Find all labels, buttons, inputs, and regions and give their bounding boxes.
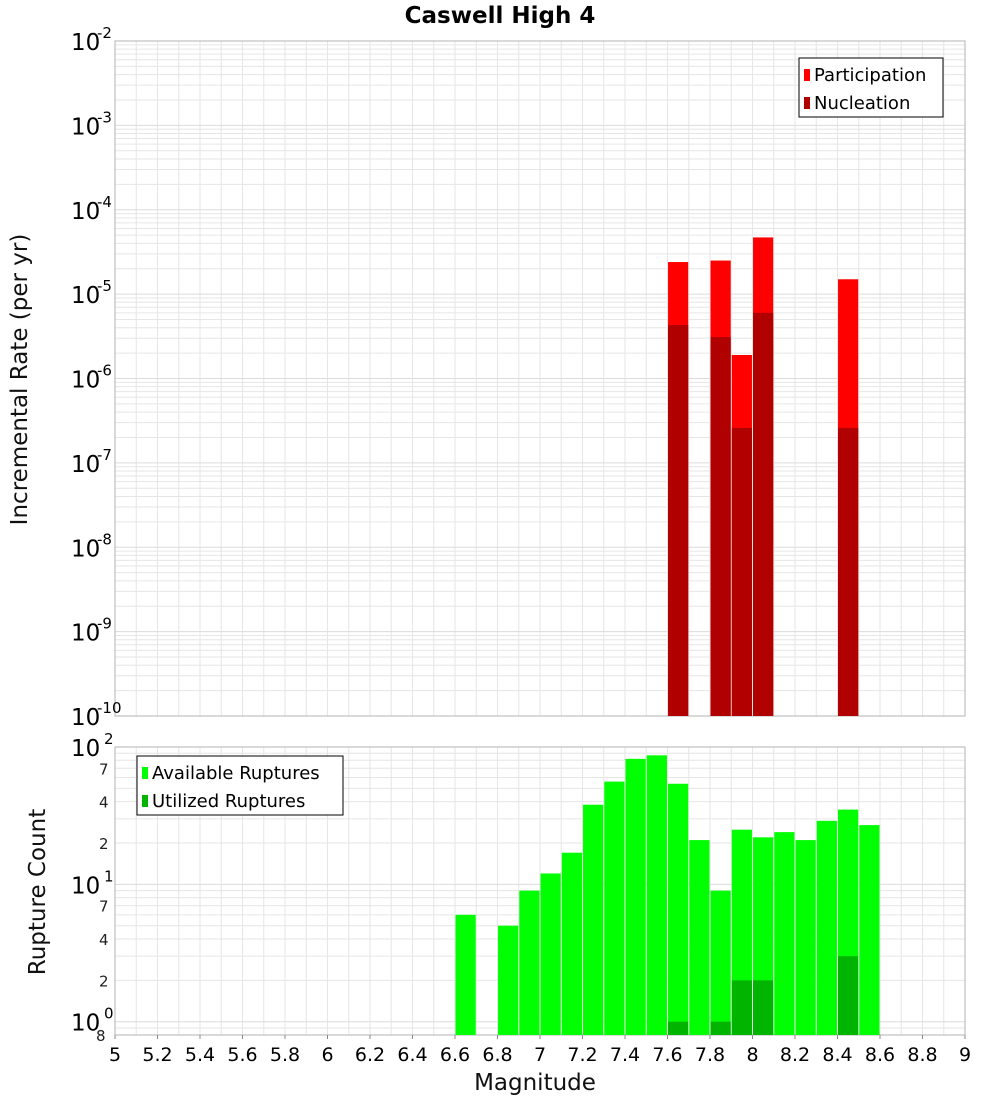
legend-bottom: Available Ruptures Utilized Ruptures: [136, 755, 344, 816]
utilized-bar: [838, 956, 859, 1035]
plot-frame: [114, 40, 966, 717]
x-axis-title: Magnitude: [474, 1070, 596, 1096]
nucleation-bar: [731, 427, 752, 716]
x-tick-label: 7.2: [567, 1044, 597, 1066]
y-tick-label: 10: [71, 368, 100, 394]
y-tick-label: 10: [71, 452, 100, 478]
available-bar: [561, 852, 582, 1035]
available-bar: [689, 840, 710, 1035]
y-tick-minor-label: 7: [99, 760, 109, 778]
x-tick-label: 6.6: [440, 1044, 470, 1066]
legend-label-utilized: Utilized Ruptures: [152, 791, 305, 812]
x-tick-label: 7.8: [695, 1044, 725, 1066]
x-tick-label: 7: [534, 1044, 546, 1066]
legend-box: [798, 57, 944, 118]
y-tick-exponent: -7: [97, 446, 112, 464]
y-tick-exponent: 2: [104, 730, 114, 748]
y-axis-title: Rupture Count: [25, 809, 51, 975]
nucleation-bar: [668, 325, 689, 716]
legend-top: Participation Nucleation: [798, 57, 944, 118]
available-bar: [816, 820, 837, 1035]
legend-swatch-available: [142, 767, 148, 779]
legend-box: [136, 755, 344, 816]
available-bar: [519, 890, 540, 1035]
y-tick-label: 10: [71, 621, 100, 647]
x-tick-label: 8: [746, 1044, 758, 1066]
y-tick-exponent: -3: [97, 108, 112, 126]
available-bar: [774, 832, 795, 1035]
y-tick-exponent: -9: [97, 615, 112, 633]
available-bar: [625, 758, 646, 1035]
x-tick-label: 8.8: [907, 1044, 937, 1066]
legend-label-participation: Participation: [814, 65, 926, 86]
chart-title: Caswell High 4: [405, 3, 596, 29]
x-tick-label: 5.8: [270, 1044, 300, 1066]
utilized-bar: [668, 1021, 689, 1035]
x-tick-label: 8.6: [865, 1044, 895, 1066]
y-tick-label: 10: [71, 736, 100, 762]
x-tick-label: 6.4: [397, 1044, 427, 1066]
available-bar: [795, 840, 816, 1035]
x-tick-label: 6.2: [355, 1044, 385, 1066]
available-bar: [859, 825, 880, 1035]
x-tick-label: 7.6: [652, 1044, 682, 1066]
nucleation-bar: [838, 427, 859, 716]
y-tick-exponent: -10: [97, 699, 122, 717]
y-axis-title: Incremental Rate (per yr): [7, 234, 33, 526]
y-tick-minor-label: 2: [99, 835, 109, 853]
x-tick-label: 6: [321, 1044, 333, 1066]
available-bar: [583, 804, 604, 1035]
y-tick-label: 10: [71, 199, 100, 225]
legend-label-available: Available Ruptures: [152, 763, 320, 784]
y-tick-exponent: -4: [97, 193, 112, 211]
nucleation-bar: [710, 337, 731, 716]
utilized-bar: [753, 980, 774, 1035]
available-bar: [498, 925, 519, 1035]
y-tick-label: 10: [71, 873, 100, 899]
x-tick-label: 5.4: [185, 1044, 215, 1066]
legend-swatch-nucleation: [804, 97, 810, 109]
x-tick-label: 5: [109, 1044, 121, 1066]
y-tick-exponent: 0: [104, 1005, 114, 1023]
y-tick-minor-label: 8: [96, 1027, 106, 1045]
available-bar: [646, 755, 667, 1035]
x-tick-label: 5.6: [227, 1044, 257, 1066]
legend-label-nucleation: Nucleation: [814, 93, 910, 114]
available-bar: [668, 783, 689, 1035]
y-tick-exponent: -8: [97, 530, 112, 548]
utilized-bar: [710, 1021, 731, 1035]
x-tick-label: 9: [959, 1044, 971, 1066]
y-tick-minor-label: 7: [99, 898, 109, 916]
utilized-bar: [731, 980, 752, 1035]
available-bar: [540, 873, 561, 1035]
y-tick-exponent: -6: [97, 362, 112, 380]
y-tick-minor-label: 2: [99, 972, 109, 990]
legend-swatch-participation: [804, 69, 810, 81]
y-tick-label: 10: [71, 30, 100, 56]
x-tick-label: 8.4: [822, 1044, 852, 1066]
x-tick-label: 5.2: [142, 1044, 172, 1066]
y-tick-exponent: 1: [104, 867, 114, 885]
legend-swatch-utilized: [142, 795, 148, 807]
incremental-rate-panel: 10-1010-910-810-710-610-510-410-310-2Inc…: [7, 24, 966, 731]
y-tick-exponent: -5: [97, 277, 112, 295]
y-tick-label: 10: [71, 114, 100, 140]
y-tick-label: 10: [71, 536, 100, 562]
y-tick-label: 10: [71, 283, 100, 309]
y-tick-label: 10: [71, 1011, 100, 1037]
x-tick-label: 8.2: [780, 1044, 810, 1066]
available-bar: [455, 914, 476, 1035]
nucleation-bar: [753, 312, 774, 716]
available-bar: [604, 781, 625, 1035]
y-tick-minor-label: 4: [99, 931, 109, 949]
y-tick-minor-label: 4: [99, 794, 109, 812]
y-tick-label: 10: [71, 705, 100, 731]
available-bar: [710, 890, 731, 1035]
x-tick-label: 7.4: [610, 1044, 640, 1066]
y-tick-exponent: -2: [97, 24, 112, 42]
x-tick-label: 6.8: [482, 1044, 512, 1066]
